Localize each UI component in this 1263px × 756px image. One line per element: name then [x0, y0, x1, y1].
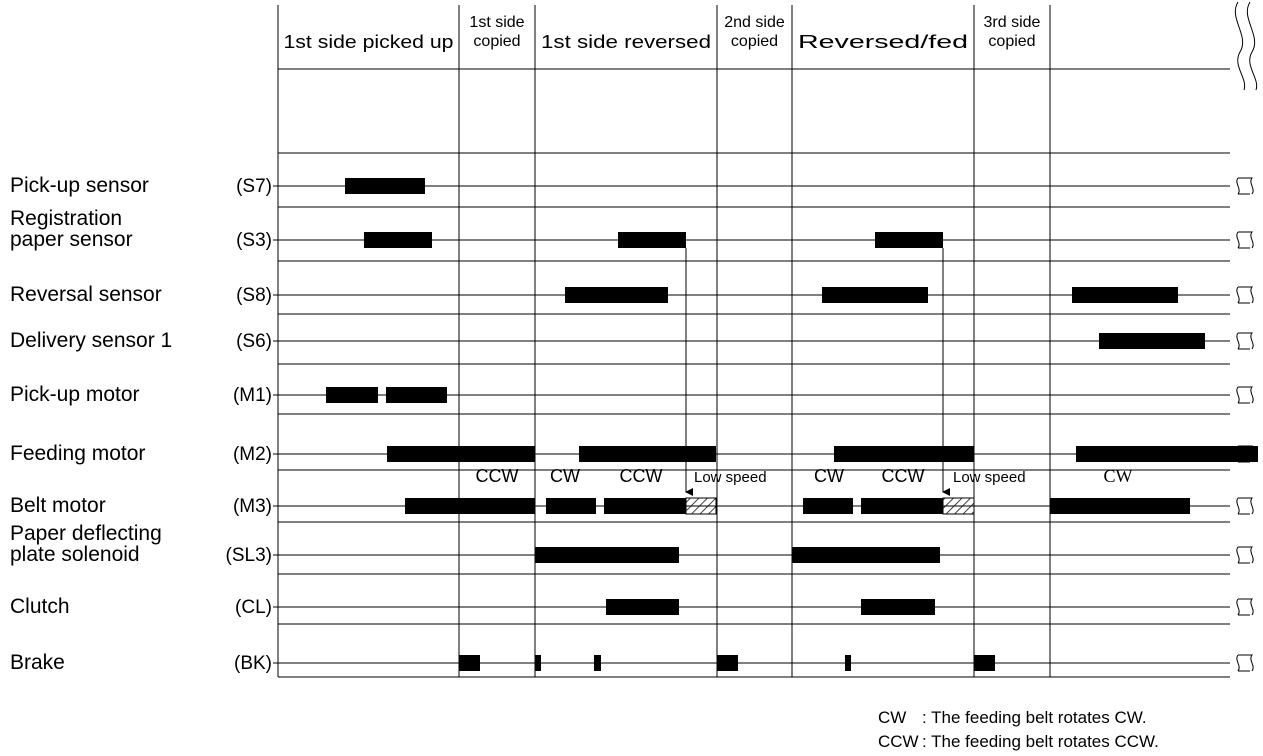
phase-label: copied [988, 33, 1035, 50]
signal-on-bar [861, 498, 943, 514]
signal-on-bar [861, 599, 935, 615]
low-speed-bar [942, 497, 975, 515]
signal-on-bar [1072, 287, 1178, 303]
belt-direction-label: CCW [620, 466, 663, 486]
signal-code: (BK) [234, 653, 272, 674]
signal-name: Clutch [10, 595, 70, 618]
break-mark-icon [1234, 1, 1246, 91]
signal-on-bar [387, 446, 535, 462]
signal-code: (S6) [236, 331, 272, 352]
signal-name: Paper deflecting [10, 522, 162, 545]
break-mark-icon [1236, 654, 1254, 672]
signal-on-bar [1076, 446, 1258, 462]
belt-direction-label: CCW [476, 466, 519, 486]
belt-direction-label: CCW [882, 466, 925, 486]
signal-on-bar [974, 655, 995, 671]
signal-on-bar [792, 547, 940, 563]
break-mark-icon [1236, 546, 1254, 564]
signal-name: Registration [10, 207, 122, 230]
break-mark-icon [1236, 598, 1254, 616]
signal-code: (M1) [233, 385, 272, 406]
signal-name: Brake [10, 651, 65, 674]
signal-on-bar [364, 232, 432, 248]
legend-cw-key: CW [878, 708, 907, 727]
belt-direction-label: CW [814, 466, 844, 486]
signal-code: (S3) [236, 230, 272, 251]
phase-label: 1st side picked up [284, 32, 454, 52]
signal-on-bar [875, 232, 943, 248]
legend-ccw-key: CCW [878, 732, 919, 751]
signal-on-bar [845, 655, 851, 671]
signal-on-bar [326, 387, 378, 403]
signal-on-bar [606, 599, 679, 615]
legend-cw-desc: : The feeding belt rotates CW. [922, 708, 1147, 727]
signal-code: (S7) [236, 176, 272, 197]
signal-name: Belt motor [10, 494, 106, 517]
break-mark-icon [1236, 286, 1254, 304]
signal-name: Pick-up sensor [10, 174, 149, 197]
signal-code: (SL3) [226, 545, 272, 566]
signal-on-bar [594, 655, 601, 671]
break-mark-icon [1236, 386, 1254, 404]
signal-on-bar [405, 498, 535, 514]
signal-on-bar [1050, 498, 1190, 514]
signal-name: Pick-up motor [10, 383, 140, 406]
low-speed-label: Low speed [694, 469, 767, 486]
signal-code: (S8) [236, 285, 272, 306]
signal-on-bar [834, 446, 974, 462]
phase-label: 1st side reversed [541, 32, 711, 52]
signal-name: plate solenoid [10, 543, 140, 566]
signal-name: Reversal sensor [10, 283, 162, 306]
signal-name: Feeding motor [10, 442, 145, 465]
signal-on-bar [386, 387, 447, 403]
signal-on-bar [459, 655, 480, 671]
belt-direction-label: CW [550, 466, 580, 486]
signal-on-bar [345, 178, 425, 194]
phase-label: 2nd side [724, 14, 785, 31]
break-mark-icon [1236, 497, 1254, 515]
signal-on-bar [535, 655, 541, 671]
signal-name: paper sensor [10, 228, 133, 251]
signal-on-bar [803, 498, 853, 514]
legend-ccw-desc: : The feeding belt rotates CCW. [922, 732, 1159, 751]
phase-label: copied [473, 33, 520, 50]
signal-on-bar [822, 287, 928, 303]
phase-label: 1st side [469, 14, 524, 31]
signal-code: (M3) [233, 496, 272, 517]
signal-on-bar [1099, 333, 1205, 349]
signal-on-bar [535, 547, 679, 563]
break-mark-icon [1246, 1, 1258, 91]
signal-on-bar [604, 498, 686, 514]
signal-name: Delivery sensor 1 [10, 329, 172, 352]
belt-direction-label: CW [1104, 466, 1133, 486]
signal-on-bar [565, 287, 668, 303]
phase-label: copied [731, 33, 778, 50]
phase-label: 3rd side [984, 14, 1041, 31]
signal-code: (M2) [233, 444, 272, 465]
signal-code: (CL) [235, 597, 272, 618]
break-mark-icon [1236, 231, 1254, 249]
signal-on-bar [618, 232, 686, 248]
phase-label: Reversed/fed [798, 32, 968, 52]
signal-on-bar [717, 655, 738, 671]
break-mark-icon [1236, 177, 1254, 195]
break-mark-icon [1236, 332, 1254, 350]
signal-on-bar [546, 498, 596, 514]
low-speed-bar [685, 497, 717, 515]
signal-on-bar [579, 446, 716, 462]
low-speed-label: Low speed [953, 469, 1026, 486]
